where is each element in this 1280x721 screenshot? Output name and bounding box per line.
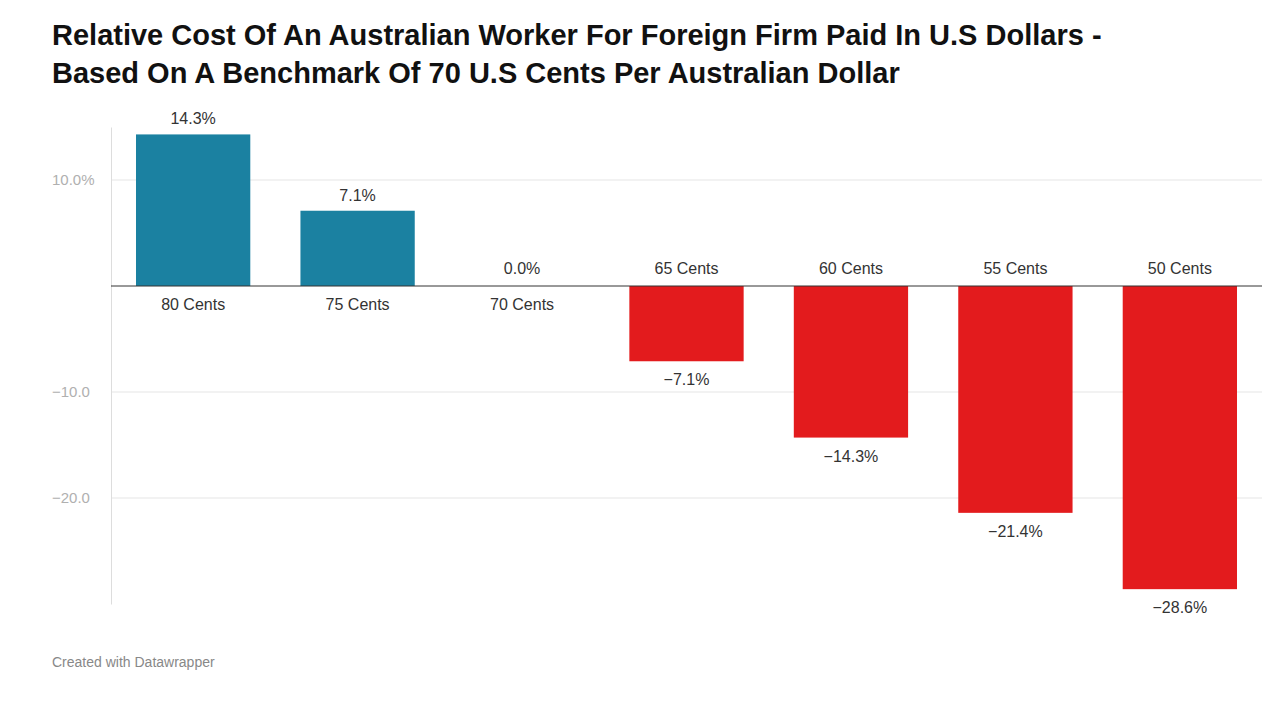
y-tick-label: −10.0: [52, 383, 90, 400]
data-label: −21.4%: [988, 523, 1043, 540]
y-tick-label: −20.0: [52, 489, 90, 506]
data-label: −28.6%: [1152, 599, 1207, 616]
bar: [629, 286, 743, 361]
title-line: Relative Cost Of An Australian Worker Fo…: [52, 19, 1102, 51]
y-tick: −20.0: [52, 489, 111, 506]
grid-line: [111, 180, 1262, 181]
x-tick: 75 Cents: [326, 286, 390, 313]
data-label: −7.1%: [664, 371, 710, 388]
x-tick-label: 70 Cents: [490, 296, 554, 313]
title-line: Based On A Benchmark Of 70 U.S Cents Per…: [52, 57, 900, 89]
x-tick: 65 Cents: [654, 260, 718, 286]
x-tick: 70 Cents: [490, 286, 554, 313]
grid: [111, 180, 1262, 498]
data-labels: 14.3% 7.1% 0.0% −7.1% −14.3% −21.4% −28.6%: [170, 110, 1207, 616]
bars: [136, 134, 1237, 589]
bar: [136, 134, 250, 286]
baseline: [111, 286, 1262, 287]
x-axis: 80 Cents 75 Cents 70 Cents 65 Cents 60 Cents…: [161, 260, 1212, 313]
y-tick-label: 10.0%: [52, 171, 95, 188]
title: Relative Cost Of An Australian Worker Fo…: [52, 19, 1102, 89]
y-axis: 10.0% −10.0 −20.0: [52, 128, 112, 605]
x-tick: 60 Cents: [819, 260, 883, 286]
data-label: 14.3%: [170, 110, 215, 127]
bar: [794, 286, 908, 438]
y-axis-line: [111, 128, 112, 605]
x-tick-label: 55 Cents: [983, 260, 1047, 277]
bar: [1123, 286, 1237, 589]
grid-line: [111, 498, 1262, 499]
x-tick-label: 65 Cents: [654, 260, 718, 277]
y-tick: 10.0%: [52, 171, 111, 188]
x-tick-label: 50 Cents: [1148, 260, 1212, 277]
chart: Relative Cost Of An Australian Worker Fo…: [0, 0, 1280, 721]
data-label: 7.1%: [339, 187, 375, 204]
x-tick: 80 Cents: [161, 286, 225, 313]
x-tick-label: 60 Cents: [819, 260, 883, 277]
data-label: 0.0%: [504, 260, 540, 277]
grid-line: [111, 392, 1262, 393]
x-tick: 55 Cents: [983, 260, 1047, 286]
x-tick-label: 80 Cents: [161, 296, 225, 313]
x-tick: 50 Cents: [1148, 260, 1212, 286]
data-label: −14.3%: [824, 448, 879, 465]
bar: [300, 211, 414, 286]
footer: Created with Datawrapper: [52, 654, 215, 670]
x-tick-label: 75 Cents: [326, 296, 390, 313]
y-tick: −10.0: [52, 383, 111, 400]
bar: [958, 286, 1072, 513]
